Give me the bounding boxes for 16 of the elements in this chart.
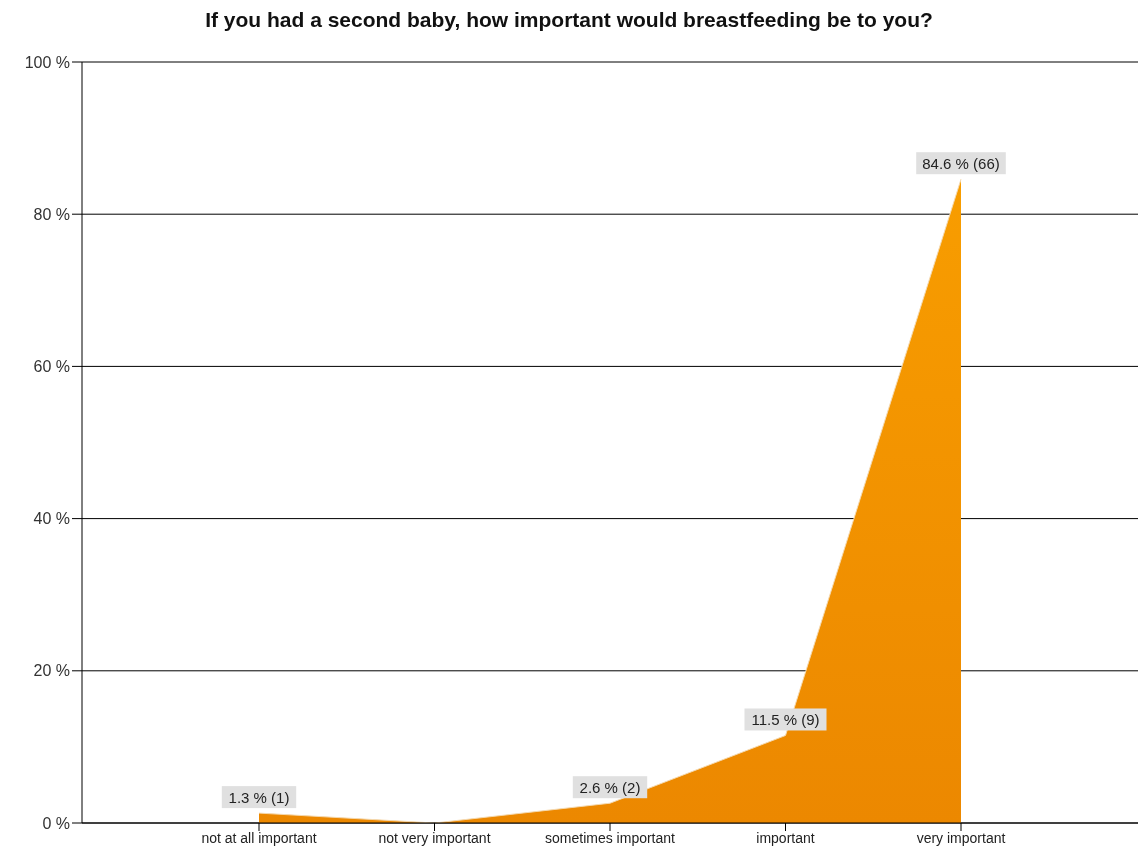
x-tick-label: not at all important	[201, 829, 317, 846]
y-tick-label: 60 %	[33, 358, 70, 376]
y-tick-label: 20 %	[33, 662, 70, 680]
y-tick-label: 40 %	[33, 510, 70, 528]
y-tick-label: 100 %	[24, 53, 70, 71]
x-tick-label: important	[756, 829, 815, 846]
x-tick-label: sometimes important	[545, 829, 676, 846]
y-tick-label: 0 %	[42, 814, 70, 832]
y-tick-label: 80 %	[33, 205, 70, 223]
x-tick-label: not very important	[378, 829, 491, 846]
chart-title: If you had a second baby, how important would breastfeeding be to you?	[204, 8, 934, 33]
data-label: 1.3 % (1)	[228, 788, 290, 806]
data-label: 84.6 % (66)	[922, 154, 1000, 172]
x-tick-label: very important	[916, 829, 1006, 846]
data-label: 2.6 % (2)	[579, 778, 641, 796]
data-label: 11.5 % (9)	[751, 710, 820, 728]
